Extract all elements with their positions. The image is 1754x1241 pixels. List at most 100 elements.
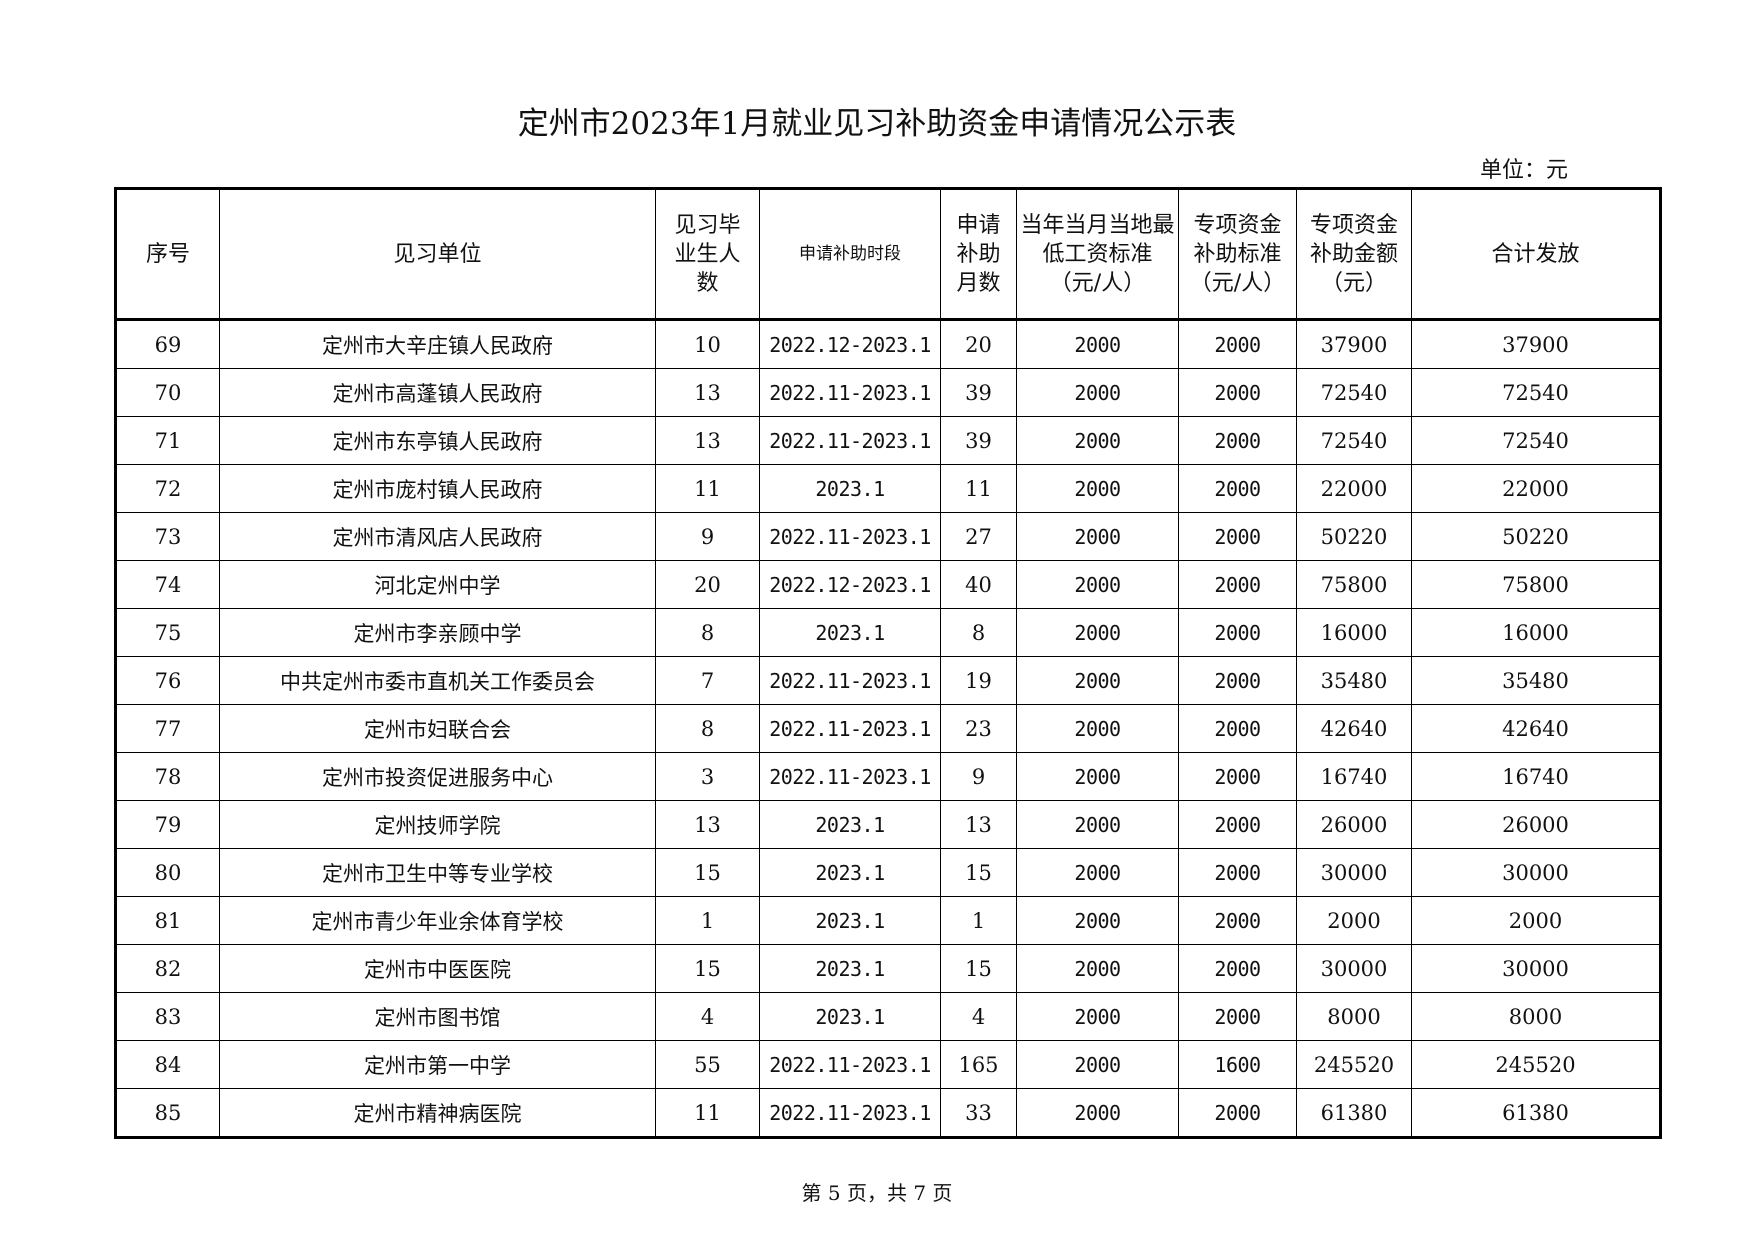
cell-graduates: 15 [655,944,760,993]
cell-amount: 22000 [1296,464,1412,513]
cell-total: 245520 [1411,1040,1661,1089]
cell-unit: 定州市中医医院 [219,944,656,993]
cell-total: 72540 [1411,416,1661,465]
cell-unit: 定州市妇联合会 [219,704,656,753]
header-months: 申请补助月数 [940,188,1017,321]
cell-amount: 30000 [1296,848,1412,897]
cell-total: 8000 [1411,992,1661,1041]
cell-index: 78 [115,752,220,801]
cell-months: 9 [940,752,1017,801]
cell-total: 72540 [1411,368,1661,417]
cell-months: 13 [940,800,1017,849]
cell-index: 76 [115,656,220,705]
header-total: 合计发放 [1411,188,1661,321]
cell-total: 61380 [1411,1088,1661,1138]
cell-index: 80 [115,848,220,897]
table-row: 79 定州技师学院 13 2023.1 13 2000 2000 26000 26000 [115,800,1661,849]
cell-graduates: 11 [655,464,760,513]
cell-months: 27 [940,512,1017,561]
cell-standard: 1600 [1178,1040,1297,1089]
cell-unit: 定州市东亭镇人民政府 [219,416,656,465]
cell-graduates: 13 [655,416,760,465]
header-amount: 专项资金补助金额（元） [1296,188,1412,321]
cell-months: 20 [940,319,1017,369]
cell-unit: 定州市青少年业余体育学校 [219,896,656,945]
table-row: 75 定州市李亲顾中学 8 2023.1 8 2000 2000 16000 16000 [115,608,1661,657]
table-header-row: 序号 见习单位 见习毕业生人数 申请补助时段 申请补助月数 当年当月当地最低工资… [115,188,1661,321]
cell-period: 2023.1 [759,848,941,897]
subsidy-table: 序号 见习单位 见习毕业生人数 申请补助时段 申请补助月数 当年当月当地最低工资… [114,187,1662,1139]
cell-index: 70 [115,368,220,417]
cell-months: 23 [940,704,1017,753]
cell-total: 30000 [1411,848,1661,897]
unit-label: 单位：元 [1480,158,1569,183]
cell-min-wage: 2000 [1016,464,1179,513]
header-graduates: 见习毕业生人数 [655,188,760,321]
cell-total: 35480 [1411,656,1661,705]
cell-min-wage: 2000 [1016,704,1179,753]
cell-min-wage: 2000 [1016,560,1179,609]
cell-graduates: 3 [655,752,760,801]
table-row: 80 定州市卫生中等专业学校 15 2023.1 15 2000 2000 30000 3000… [115,848,1661,897]
cell-period: 2022.11-2023.1 [759,704,941,753]
cell-graduates: 10 [655,319,760,369]
cell-unit: 定州市卫生中等专业学校 [219,848,656,897]
cell-standard: 2000 [1178,992,1297,1041]
cell-total: 2000 [1411,896,1661,945]
cell-min-wage: 2000 [1016,992,1179,1041]
cell-months: 165 [940,1040,1017,1089]
cell-unit: 河北定州中学 [219,560,656,609]
cell-total: 16000 [1411,608,1661,657]
cell-period: 2023.1 [759,608,941,657]
page-number: 第 5 页，共 7 页 [801,1181,953,1205]
cell-standard: 2000 [1178,896,1297,945]
cell-min-wage: 2000 [1016,368,1179,417]
cell-graduates: 15 [655,848,760,897]
cell-unit: 定州技师学院 [219,800,656,849]
cell-months: 1 [940,896,1017,945]
cell-index: 81 [115,896,220,945]
cell-index: 85 [115,1088,220,1138]
cell-index: 75 [115,608,220,657]
table-row: 83 定州市图书馆 4 2023.1 4 2000 2000 8000 8000 [115,992,1661,1041]
header-index: 序号 [115,188,220,321]
table-row: 85 定州市精神病医院 11 2022.11-2023.1 33 2000 2000 6138… [115,1088,1661,1138]
cell-months: 33 [940,1088,1017,1138]
table-row: 74 河北定州中学 20 2022.12-2023.1 40 2000 2000 75800 7… [115,560,1661,609]
cell-standard: 2000 [1178,1088,1297,1138]
cell-months: 8 [940,608,1017,657]
cell-index: 73 [115,512,220,561]
cell-standard: 2000 [1178,416,1297,465]
cell-months: 19 [940,656,1017,705]
cell-standard: 2000 [1178,319,1297,369]
cell-graduates: 1 [655,896,760,945]
cell-unit: 定州市庞村镇人民政府 [219,464,656,513]
cell-graduates: 9 [655,512,760,561]
cell-period: 2022.11-2023.1 [759,1088,941,1138]
cell-total: 50220 [1411,512,1661,561]
cell-period: 2022.11-2023.1 [759,752,941,801]
cell-unit: 定州市投资促进服务中心 [219,752,656,801]
cell-standard: 2000 [1178,944,1297,993]
cell-index: 72 [115,464,220,513]
table-row: 72 定州市庞村镇人民政府 11 2023.1 11 2000 2000 22000 22000 [115,464,1661,513]
header-min-wage: 当年当月当地最低工资标准（元/人） [1016,188,1179,321]
cell-total: 37900 [1411,319,1661,369]
cell-graduates: 20 [655,560,760,609]
cell-min-wage: 2000 [1016,944,1179,993]
cell-months: 15 [940,848,1017,897]
cell-standard: 2000 [1178,368,1297,417]
cell-period: 2023.1 [759,464,941,513]
cell-amount: 72540 [1296,416,1412,465]
table-row: 81 定州市青少年业余体育学校 1 2023.1 1 2000 2000 2000 2000 [115,896,1661,945]
cell-amount: 2000 [1296,896,1412,945]
cell-amount: 16740 [1296,752,1412,801]
cell-period: 2022.12-2023.1 [759,319,941,369]
cell-min-wage: 2000 [1016,512,1179,561]
cell-standard: 2000 [1178,656,1297,705]
cell-amount: 61380 [1296,1088,1412,1138]
cell-unit: 定州市精神病医院 [219,1088,656,1138]
cell-amount: 245520 [1296,1040,1412,1089]
cell-unit: 定州市图书馆 [219,992,656,1041]
cell-period: 2023.1 [759,800,941,849]
